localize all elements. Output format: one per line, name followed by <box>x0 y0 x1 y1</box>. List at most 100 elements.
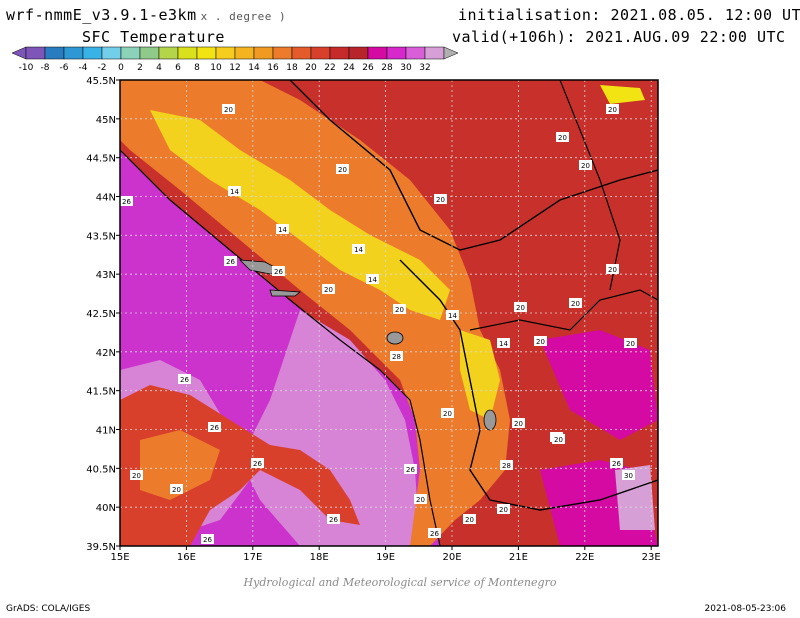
ionian-sea <box>240 310 420 546</box>
legend-tick-label: 22 <box>324 63 335 73</box>
legend-tick-label: -2 <box>98 63 107 73</box>
contour-label: 20 <box>499 506 508 514</box>
contour-label: 20 <box>395 306 404 314</box>
model-name: wrf-nmmE_v3.9.1-e3km <box>6 6 197 24</box>
software-credit: GrADS: COLA/IGES <box>6 604 91 614</box>
longitude-label: 19E <box>376 552 395 563</box>
longitude-label: 16E <box>177 552 196 563</box>
contour-label-bg <box>404 464 417 474</box>
italy-land <box>120 385 360 546</box>
coastline <box>120 149 441 546</box>
legend-tick-label: 24 <box>343 63 355 73</box>
contour-label-bg <box>276 224 289 234</box>
legend-tick-label: -4 <box>79 63 88 73</box>
latitude-label: 42N <box>96 348 116 359</box>
contour-label: 20 <box>608 266 617 274</box>
contour-label: 20 <box>558 134 567 142</box>
legend-tick-label: 4 <box>156 63 162 73</box>
contour-label: 26 <box>430 530 439 538</box>
contour-label: 20 <box>224 106 233 114</box>
variable-title: SFC Temperature <box>82 28 225 46</box>
contour-label: 20 <box>554 436 563 444</box>
credit-line: Hydrological and Meteorological service … <box>243 576 557 589</box>
latitude-label: 42.5N <box>86 309 116 320</box>
border-line <box>559 80 621 291</box>
contour-label: 20 <box>132 472 141 480</box>
contour-label: 20 <box>608 106 617 114</box>
contour-label: 30 <box>624 472 633 480</box>
latitude-label: 44N <box>96 193 116 204</box>
contour-label: 20 <box>581 162 590 170</box>
contour-label-bg <box>428 528 441 538</box>
latitude-label: 43.5N <box>86 231 116 242</box>
latitude-label: 40.5N <box>86 464 116 475</box>
contour-label-bg <box>606 104 619 114</box>
contour-label-bg <box>178 374 191 384</box>
inland-hot-zone <box>540 330 658 440</box>
legend-tick-label: 32 <box>419 63 430 73</box>
model-title: wrf-nmmE_v3.9.1-e3km x . degree ) <box>6 6 286 24</box>
latitude-label: 45N <box>96 115 116 126</box>
legend-tick-label: 16 <box>267 63 279 73</box>
legend-tick-label: 14 <box>248 63 260 73</box>
units-note: x . degree ) <box>200 10 287 23</box>
legend-tick-label: 12 <box>229 63 240 73</box>
latitude-label: 41.5N <box>86 387 116 398</box>
contour-label-bg <box>251 458 264 468</box>
contour-label: 14 <box>230 188 239 196</box>
generated-timestamp: 2021-08-05-23:06 <box>704 604 787 614</box>
contour-label: 26 <box>203 536 212 544</box>
contour-label: 14 <box>354 246 363 254</box>
contour-label-bg <box>446 310 459 320</box>
contour-label-bg <box>497 504 510 514</box>
contour-label-bg <box>336 164 349 174</box>
contour-label-bg <box>622 470 635 480</box>
contour-label: 26 <box>253 460 262 468</box>
north-cool-spot <box>600 85 645 104</box>
contour-label-bg <box>393 304 406 314</box>
longitude-label: 18E <box>310 552 329 563</box>
lake-skadar <box>386 331 404 345</box>
contour-label: 26 <box>210 424 219 432</box>
contour-label-bg <box>414 494 427 504</box>
longitude-label: 20E <box>442 552 461 563</box>
contour-label: 20 <box>436 196 445 204</box>
contour-label-bg <box>352 244 365 254</box>
contour-label-bg <box>624 338 637 348</box>
dinaric-warm-belt <box>120 80 510 546</box>
longitude-label: 21E <box>509 552 528 563</box>
contour-label: 20 <box>443 410 452 418</box>
contour-label: 20 <box>324 286 333 294</box>
contour-label: 14 <box>499 340 508 348</box>
contour-label: 14 <box>278 226 287 234</box>
latitude-label: 41N <box>96 426 116 437</box>
contour-label-bg <box>201 534 214 544</box>
contour-label: 26 <box>226 258 235 266</box>
legend-tick-label: 6 <box>175 63 181 73</box>
contour-label-bg <box>463 514 476 524</box>
latitude-label: 45.5N <box>86 76 116 87</box>
contour-label-bg <box>441 408 454 418</box>
contour-label: 28 <box>502 462 511 470</box>
contour-label-bg <box>512 418 525 428</box>
latitude-label: 44.5N <box>86 154 116 165</box>
legend-right-arrow <box>443 46 459 60</box>
contour-label: 20 <box>571 300 580 308</box>
legend-tick-label: -6 <box>60 63 69 73</box>
contour-label-bg <box>228 186 241 196</box>
contour-label-bg <box>610 458 623 468</box>
contour-label-bg <box>130 470 143 480</box>
latitude-label: 39.5N <box>86 542 116 553</box>
contour-label: 14 <box>368 276 377 284</box>
contour-label: 20 <box>626 340 635 348</box>
contour-label-bg <box>170 484 183 494</box>
island <box>269 289 302 297</box>
contour-label-bg <box>120 196 133 206</box>
contour-label: 26 <box>274 268 283 276</box>
valid-time: valid(+106h): 2021.AUG.09 22:00 UTC <box>452 28 786 46</box>
contour-label-bg <box>514 302 527 312</box>
legend-tick-label: 18 <box>286 63 298 73</box>
contour-label-bg <box>534 336 547 346</box>
contour-label-bg <box>434 194 447 204</box>
legend-tick-label: 10 <box>210 63 222 73</box>
